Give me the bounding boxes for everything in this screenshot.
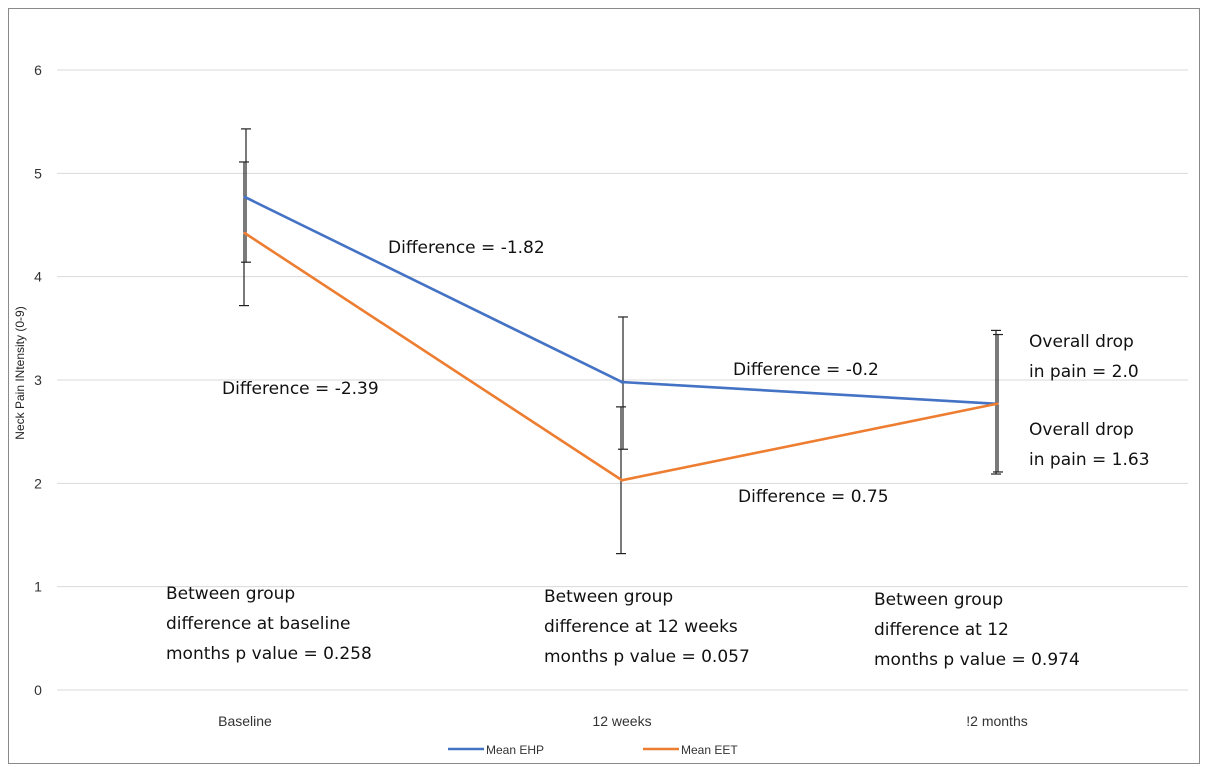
- annotation-drop-ehp: in pain = 2.0: [1029, 362, 1139, 382]
- y-tick-label: 1: [34, 579, 42, 595]
- annotation-pval-1: difference at baseline: [166, 614, 350, 634]
- annotation-diff-eet-2: Difference = 0.75: [738, 487, 889, 507]
- annotation-pval-3: months p value = 0.974: [874, 650, 1080, 670]
- y-tick-label: 2: [34, 475, 42, 491]
- y-tick-label: 4: [34, 269, 42, 285]
- annotation-pval-3: difference at 12: [874, 620, 1009, 640]
- data-point: [620, 380, 624, 384]
- annotation-drop-ehp: Overall drop: [1029, 332, 1134, 352]
- y-tick-label: 5: [34, 165, 42, 181]
- annotation-drop-eet: Overall drop: [1029, 420, 1134, 440]
- y-tick-label: 0: [34, 682, 42, 698]
- data-point: [243, 231, 247, 235]
- annotation-pval-2: months p value = 0.057: [544, 647, 750, 667]
- data-point: [620, 478, 624, 482]
- annotation-diff-eet-1: Difference = -2.39: [222, 379, 379, 399]
- annotation-pval-2: Between group: [544, 587, 673, 607]
- y-tick-label: 3: [34, 372, 42, 388]
- x-tick-label: Baseline: [218, 713, 272, 729]
- series-line-mean-ehp: [244, 195, 998, 406]
- annotation-diff-ehp-2: Difference = -0.2: [733, 360, 879, 380]
- chart-frame: [8, 8, 1200, 764]
- annotation-diff-ehp-1: Difference = -1.82: [388, 238, 545, 258]
- y-tick-label: 6: [34, 62, 42, 78]
- annotation-pval-1: months p value = 0.258: [166, 644, 372, 664]
- x-tick-label: !2 months: [966, 713, 1027, 729]
- annotation-pval-1: Between group: [166, 584, 295, 604]
- legend-label: Mean EHP: [486, 743, 544, 757]
- annotation-drop-eet: in pain = 1.63: [1029, 450, 1150, 470]
- annotation-pval-2: difference at 12 weeks: [544, 617, 738, 637]
- legend-label: Mean EET: [681, 743, 738, 757]
- data-point: [243, 195, 247, 199]
- data-point: [995, 402, 999, 406]
- y-axis-label: Neck Pain INtensity (0-9): [13, 306, 27, 439]
- annotation-pval-3: Between group: [874, 590, 1003, 610]
- x-tick-label: 12 weeks: [592, 713, 651, 729]
